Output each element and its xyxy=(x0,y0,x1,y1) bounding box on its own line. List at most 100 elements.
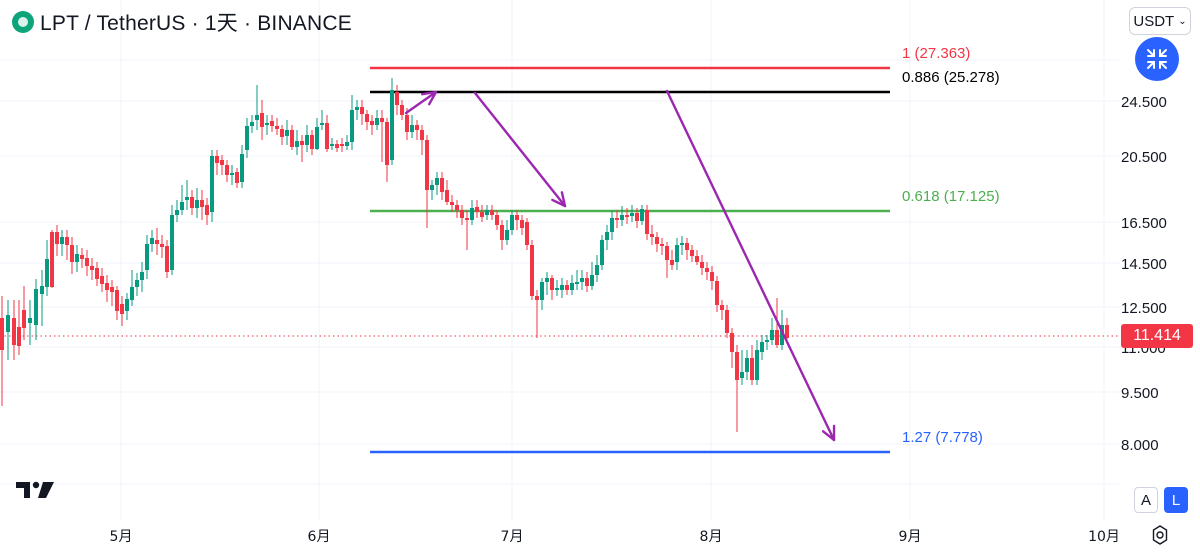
candle-body xyxy=(780,325,784,345)
candle-body xyxy=(685,243,689,250)
candle-body xyxy=(640,209,644,221)
candle-body xyxy=(585,278,589,286)
candle-body xyxy=(655,237,659,244)
candle-body xyxy=(435,178,439,185)
candle-body xyxy=(515,215,519,220)
candle-body xyxy=(0,318,4,350)
candle-body xyxy=(320,123,324,125)
last-price-tag: 11.414 xyxy=(1121,324,1193,348)
price-axis[interactable]: 24.50020.50016.50014.50012.50011.0009.50… xyxy=(1121,94,1167,454)
settings-gear-icon[interactable] xyxy=(1150,525,1170,550)
candle-body xyxy=(615,218,619,220)
candle-body xyxy=(720,305,724,310)
candle-body xyxy=(540,282,544,300)
candle-body xyxy=(220,160,224,165)
candle-body xyxy=(730,333,734,352)
candle-body xyxy=(255,115,259,120)
price-axis-label: 8.000 xyxy=(1121,437,1159,454)
candle-body xyxy=(100,276,104,284)
candle-body xyxy=(440,178,444,192)
candle-body xyxy=(445,190,449,202)
candle-body xyxy=(455,205,459,210)
candle-body xyxy=(285,130,289,136)
candle-body xyxy=(205,205,209,215)
candle-body xyxy=(295,141,299,147)
candle-body xyxy=(70,245,74,262)
price-axis-label: 20.500 xyxy=(1121,149,1167,166)
candle-body xyxy=(770,330,774,340)
log-scale-button[interactable]: L xyxy=(1164,487,1188,513)
candle-body xyxy=(190,197,194,208)
candle-body xyxy=(55,232,59,244)
candle-body xyxy=(535,296,539,300)
arrow-down-mid xyxy=(473,91,567,208)
candle-body xyxy=(95,268,99,279)
candle-body xyxy=(400,105,404,115)
currency-unit-button[interactable]: USDT ⌄ xyxy=(1129,7,1191,35)
candle-body xyxy=(595,265,599,275)
candle-body xyxy=(675,245,679,262)
candle-body xyxy=(565,285,569,290)
time-axis-label: 7月 xyxy=(501,529,524,545)
candle-body xyxy=(265,123,269,125)
candle-body xyxy=(380,118,384,122)
chart-title: LPT / TetherUS · 1天 · BINANCE xyxy=(12,9,352,35)
candle-body xyxy=(575,282,579,284)
candle-body xyxy=(590,275,594,286)
candle-body xyxy=(710,272,714,281)
price-axis-label: 24.500 xyxy=(1121,94,1167,111)
arrow-up xyxy=(404,90,438,115)
time-axis[interactable]: 5月 6月 7月 8月 9月 10月 xyxy=(110,529,1120,545)
arrow-down-long-head xyxy=(821,424,836,442)
candle-body xyxy=(345,142,349,146)
candle-body xyxy=(17,327,21,346)
candle-body xyxy=(480,212,484,217)
candle-body xyxy=(625,215,629,217)
price-axis-label: 16.500 xyxy=(1121,215,1167,232)
candle-body xyxy=(165,246,169,272)
tradingview-logo-icon[interactable] xyxy=(14,479,56,506)
candle-body xyxy=(665,246,669,260)
candle-body xyxy=(75,254,79,262)
candle-body xyxy=(690,250,694,256)
collapse-arrows-icon xyxy=(1147,49,1167,69)
fibonacci-levels: 1 (27.363) 0.886 (25.278) 0.618 (17.125) 1.… xyxy=(370,45,1000,454)
collapse-button[interactable] xyxy=(1135,37,1179,81)
candle-body xyxy=(135,280,139,287)
candle-body xyxy=(300,141,304,145)
candle-body xyxy=(350,110,354,142)
candle-body xyxy=(360,107,364,114)
candle-body xyxy=(40,286,44,294)
candle-body xyxy=(680,243,684,245)
fib-level-label: 1 (27.363) xyxy=(902,45,970,62)
candle-body xyxy=(390,90,394,160)
candle-body xyxy=(580,278,584,282)
candle-body xyxy=(745,358,749,372)
candle-body xyxy=(80,255,84,259)
time-axis-label: 5月 xyxy=(110,529,133,545)
candle-body xyxy=(150,238,154,244)
candle-body xyxy=(510,215,514,230)
candle-body xyxy=(600,240,604,265)
auto-scale-button[interactable]: A xyxy=(1134,487,1158,513)
candle-body xyxy=(160,244,164,247)
candle-body xyxy=(430,185,434,190)
candlesticks xyxy=(0,78,789,432)
candle-body xyxy=(465,218,469,220)
grid-lines xyxy=(0,0,1120,520)
candle-body xyxy=(330,144,334,146)
candle-body xyxy=(305,135,309,145)
candle-body xyxy=(230,173,234,175)
currency-label: USDT xyxy=(1133,12,1175,30)
candle-body xyxy=(195,200,199,208)
candle-body xyxy=(225,165,229,175)
arrow-up-head xyxy=(420,90,438,106)
candle-body xyxy=(370,121,374,125)
candle-body xyxy=(315,127,319,149)
candle-body xyxy=(210,156,214,212)
candle-body xyxy=(275,126,279,129)
fib-level-label: 0.886 (25.278) xyxy=(902,69,1000,86)
candle-body xyxy=(725,310,729,333)
candle-body xyxy=(155,240,159,244)
